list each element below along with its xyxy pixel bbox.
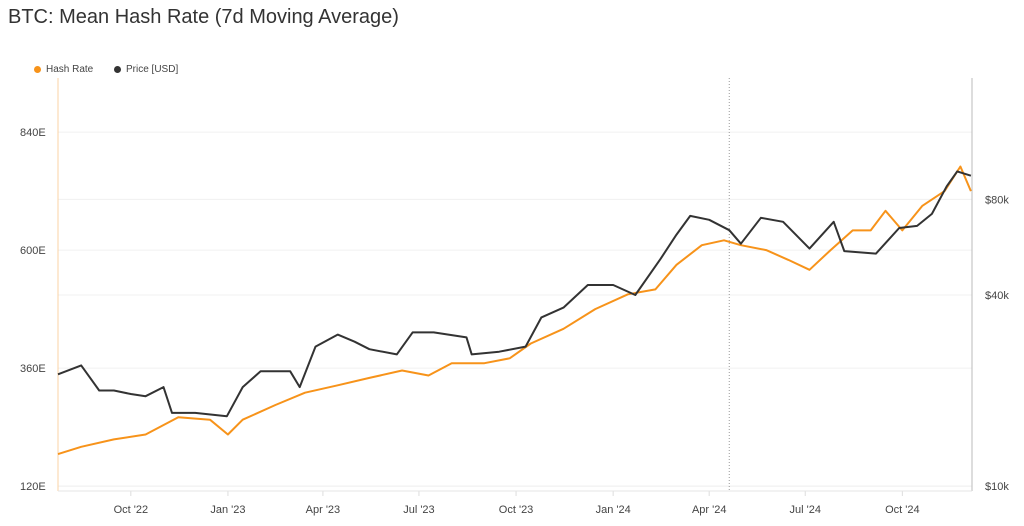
x-tick-label: Oct '23 — [499, 504, 534, 516]
legend-item-price[interactable]: Price [USD] — [114, 64, 178, 75]
right-tick-label: $80k — [985, 194, 1009, 206]
x-tick-label: Jan '24 — [596, 504, 631, 516]
legend-label: Hash Rate — [46, 64, 94, 75]
chart-title: BTC: Mean Hash Rate (7d Moving Average) — [8, 6, 399, 28]
x-tick-label: Oct '22 — [114, 504, 149, 516]
left-tick-label: 120E — [20, 481, 46, 493]
price-legend-dot-icon — [114, 66, 121, 73]
left-tick-label: 360E — [20, 363, 46, 375]
x-tick-label: Jan '23 — [210, 504, 245, 516]
x-tick-label: Oct '24 — [885, 504, 920, 516]
left-tick-label: 600E — [20, 245, 46, 257]
hash-rate-legend-dot-icon — [34, 66, 41, 73]
hash-rate-line — [57, 165, 972, 456]
x-tick-label: Apr '24 — [692, 504, 727, 516]
x-tick-label: Apr '23 — [306, 504, 341, 516]
right-tick-label: $40k — [985, 290, 1009, 302]
price-line — [57, 170, 972, 418]
x-tick-label: Jul '23 — [403, 504, 434, 516]
right-tick-label: $10k — [985, 481, 1009, 493]
x-tick-label: Jul '24 — [790, 504, 821, 516]
legend-label: Price [USD] — [126, 64, 179, 75]
legend-item-hash-rate[interactable]: Hash Rate — [34, 64, 93, 75]
left-tick-label: 840E — [20, 127, 46, 139]
